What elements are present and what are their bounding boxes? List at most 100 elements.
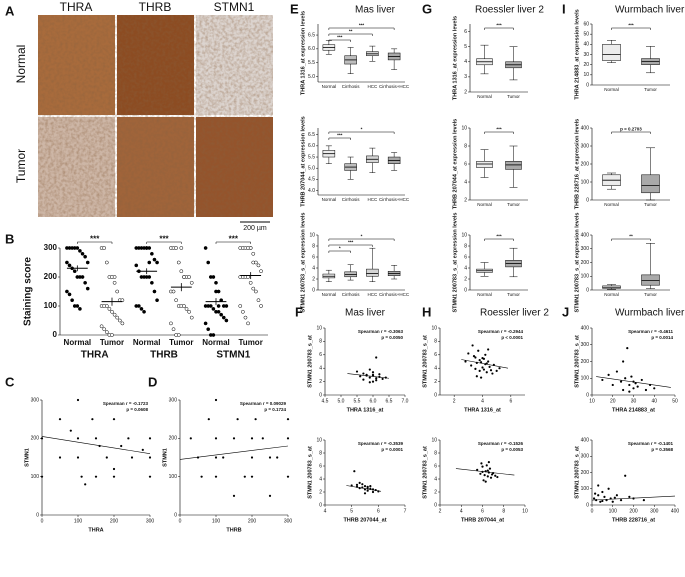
category-label: Tumor xyxy=(507,292,520,297)
data-point xyxy=(496,475,499,479)
data-point xyxy=(630,375,633,378)
data-point xyxy=(622,360,625,363)
x-tick-label: 2 xyxy=(453,398,456,404)
data-point xyxy=(238,304,243,308)
significance-label: *** xyxy=(496,127,502,132)
data-point xyxy=(628,383,631,387)
data-point xyxy=(211,275,216,279)
data-point xyxy=(487,348,490,351)
tissue-texture xyxy=(38,15,273,217)
significance-bracket xyxy=(328,244,373,247)
category-label: Tumor xyxy=(644,202,657,207)
data-point xyxy=(236,418,239,421)
x-tick-label: 6 xyxy=(481,508,484,514)
data-point xyxy=(359,375,362,378)
data-point xyxy=(615,494,619,497)
category-label: HCC xyxy=(368,197,378,202)
y-tick-label: 200 xyxy=(169,436,178,442)
x-tick-label: 10 xyxy=(522,508,528,514)
data-point xyxy=(110,333,114,337)
data-point xyxy=(619,499,623,502)
y-tick-label: 4 xyxy=(434,366,437,372)
column-label: THRA xyxy=(60,0,93,14)
data-point xyxy=(470,364,473,367)
data-point xyxy=(211,333,216,337)
data-point xyxy=(261,437,264,440)
y-tick-label: 100 xyxy=(581,274,590,280)
significance-label: *** xyxy=(90,235,100,244)
y-tick-label: 0 xyxy=(312,287,315,293)
panel-title: Mas liver xyxy=(345,308,386,319)
data-point xyxy=(40,475,44,478)
data-point xyxy=(603,495,606,498)
significance-label: *** xyxy=(348,240,354,245)
x-tick-label: 50 xyxy=(672,398,678,404)
data-point xyxy=(69,429,72,432)
y-tick-label: 300 xyxy=(44,243,58,252)
category-label: Cirrhosis+HCC xyxy=(379,84,410,89)
x-tick-label: 4 xyxy=(460,508,463,514)
y-axis-label: THRB 228716_at expression levels xyxy=(574,119,580,210)
data-point xyxy=(489,476,493,479)
category-label: HCC xyxy=(368,84,378,89)
y-tick-label: 8 xyxy=(312,243,315,249)
data-point xyxy=(355,370,359,373)
y-tick-label: 8 xyxy=(434,339,437,345)
x-tick-label: 400 xyxy=(671,508,680,514)
x-tick-label: 0 xyxy=(591,508,594,514)
x-axis-label: THRB 207044_at xyxy=(461,517,504,523)
y-tick-label: 3 xyxy=(464,74,467,80)
data-point xyxy=(491,372,494,375)
data-point xyxy=(112,280,117,285)
data-point xyxy=(141,448,144,451)
data-point xyxy=(80,251,85,256)
data-point xyxy=(189,315,194,320)
data-point xyxy=(117,318,122,323)
data-point xyxy=(214,289,218,294)
data-point xyxy=(363,492,367,495)
scale-bar-label: 200 µm xyxy=(243,225,267,232)
data-point xyxy=(366,489,369,492)
y-tick-label: 6.0 xyxy=(308,143,315,149)
annotation: Spearman r = -0.3539 xyxy=(358,441,404,446)
data-point xyxy=(176,333,181,337)
significance-label: *** xyxy=(496,23,502,28)
data-point xyxy=(494,474,497,477)
panel-title: Mas liver xyxy=(355,5,396,16)
y-tick-label: 0 xyxy=(319,392,322,398)
category-label: Cirrhosis+HCC xyxy=(379,292,410,297)
panel-title: Wurmbach liver xyxy=(615,5,685,16)
data-point xyxy=(632,497,635,500)
data-point xyxy=(250,475,254,478)
y-tick-label: 0 xyxy=(586,287,589,293)
category-label: Normal xyxy=(322,197,337,202)
data-point xyxy=(84,483,87,486)
significance-bracket xyxy=(484,27,514,30)
data-point xyxy=(366,485,369,488)
panel-letter: F xyxy=(295,304,303,319)
x-tick-label: 2 xyxy=(439,508,442,514)
data-point xyxy=(246,321,250,326)
data-point xyxy=(65,260,69,265)
data-point xyxy=(467,352,470,355)
data-point xyxy=(58,418,62,421)
panel-letter: H xyxy=(422,304,431,319)
data-point xyxy=(369,485,372,488)
data-point xyxy=(362,378,365,381)
annotation: Spearman r = -0.1401 xyxy=(628,441,674,446)
y-tick-label: 2 xyxy=(464,276,467,282)
data-point xyxy=(216,309,221,314)
data-point xyxy=(381,377,384,381)
y-tick-label: 4 xyxy=(434,476,437,482)
data-point xyxy=(104,330,109,334)
data-point xyxy=(495,369,498,372)
data-point xyxy=(611,500,614,503)
data-point xyxy=(375,377,378,380)
significance-bracket xyxy=(611,131,651,134)
y-axis-label: STMN1 200783_s_at xyxy=(422,446,428,499)
data-point xyxy=(76,398,80,402)
data-point xyxy=(152,257,157,262)
histology-panel: A THRA THRB STMN1 Normal Tumor 200 µm xyxy=(5,0,273,232)
data-point xyxy=(268,494,272,497)
significance-bracket xyxy=(328,238,395,241)
